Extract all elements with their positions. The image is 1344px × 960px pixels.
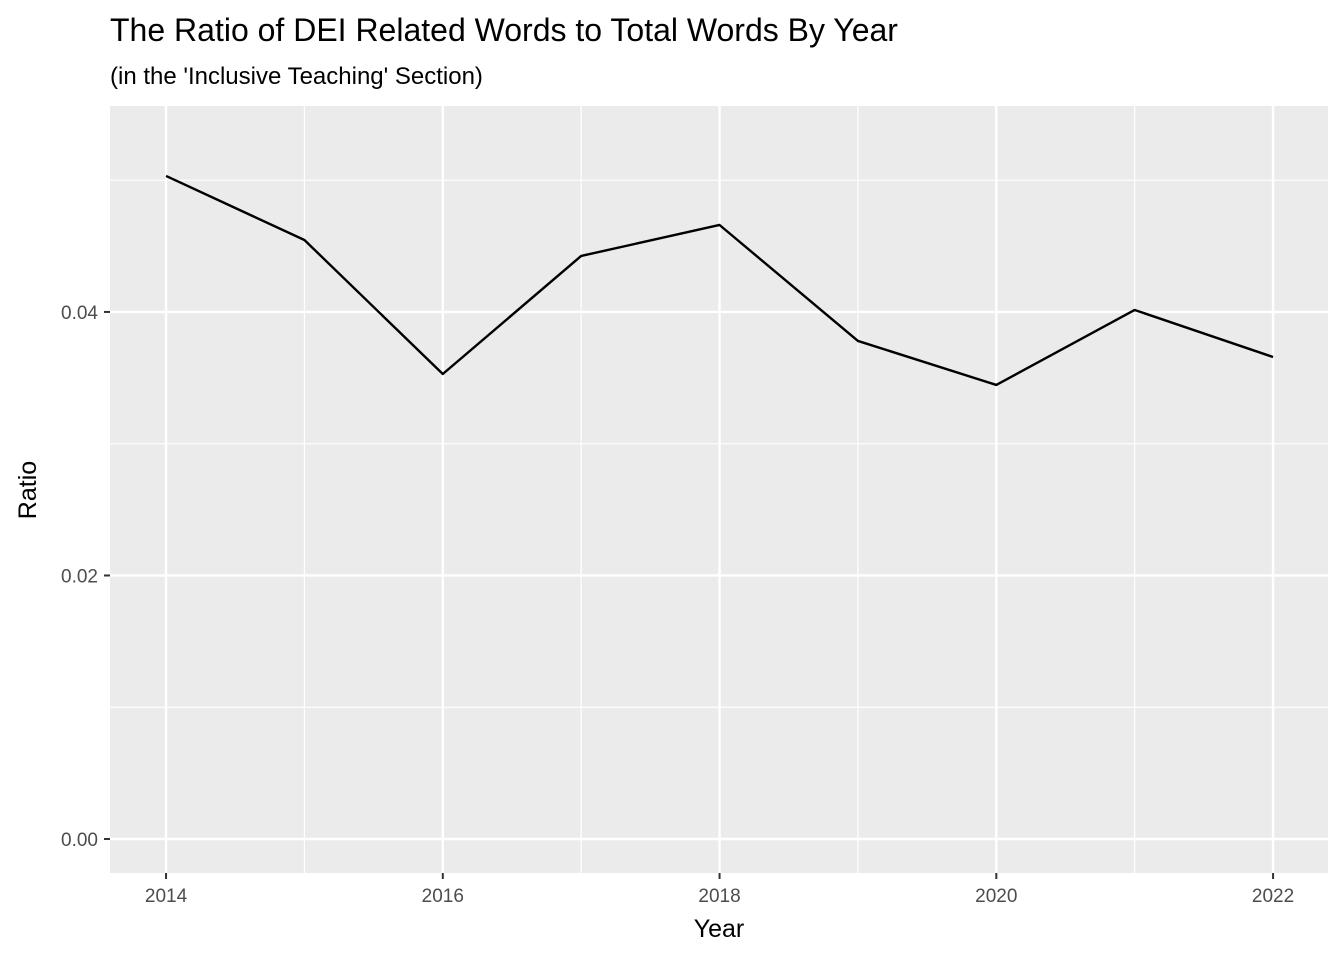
y-axis-title: Ratio xyxy=(14,461,42,519)
y-tick-label: 0.02 xyxy=(61,566,98,587)
x-tick-label: 2016 xyxy=(422,886,464,907)
y-tick-label: 0.04 xyxy=(61,303,98,324)
chart-subtitle: (in the 'Inclusive Teaching' Section) xyxy=(110,63,483,90)
x-tick-label: 2022 xyxy=(1252,886,1294,907)
line-series xyxy=(165,174,1274,387)
x-tick-label: 2018 xyxy=(698,886,740,907)
y-tick-label: 0.00 xyxy=(61,830,98,851)
x-tick-label: 2020 xyxy=(975,886,1017,907)
x-axis-title: Year xyxy=(694,915,745,943)
chart-title: The Ratio of DEI Related Words to Total … xyxy=(110,12,898,48)
x-tick-label: 2014 xyxy=(145,886,188,907)
